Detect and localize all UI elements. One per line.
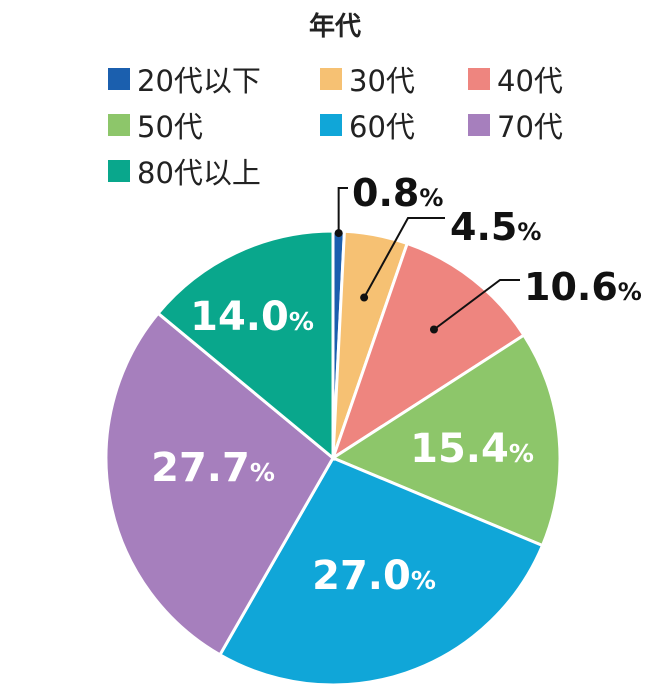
data-label: 27.7%: [151, 445, 275, 491]
data-label: 10.6%: [524, 265, 642, 309]
legend-item: 50代: [108, 104, 203, 146]
data-label: 14.0%: [190, 294, 314, 340]
data-label: 4.5%: [450, 205, 541, 249]
legend-label: 40代: [497, 64, 563, 98]
chart-title: 年代: [308, 12, 361, 42]
legend-item: 20代以下: [108, 58, 261, 100]
legend-item: 30代: [320, 58, 415, 100]
data-label: 27.0%: [312, 553, 436, 599]
legend-swatch: [108, 160, 130, 182]
leader-line: [433, 279, 520, 331]
legend-label: 80代以上: [137, 156, 261, 190]
legend-label: 20代以下: [137, 64, 261, 98]
legend-item: 70代: [468, 104, 563, 146]
legend-swatch: [468, 114, 490, 136]
leader-line: [363, 217, 445, 299]
legend-label: 30代: [349, 64, 415, 98]
leader-dot: [429, 325, 438, 334]
legend-item: 60代: [320, 104, 415, 146]
legend-swatch: [108, 68, 130, 90]
pie-slice: [104, 311, 335, 657]
data-label: 15.4%: [410, 426, 534, 472]
pie-slice: [329, 333, 562, 548]
leader-line: [337, 187, 348, 234]
legend-label: 70代: [497, 110, 563, 144]
legend-item: 40代: [468, 58, 563, 100]
data-label: 0.8%: [352, 171, 443, 215]
legend-item: 80代以上: [108, 150, 261, 192]
legend-label: 50代: [137, 110, 203, 144]
leader-dot: [360, 293, 369, 302]
legend-swatch: [468, 68, 490, 90]
legend-swatch: [320, 68, 342, 90]
legend-swatch: [108, 114, 130, 136]
leader-dot: [334, 229, 343, 238]
legend-swatch: [320, 114, 342, 136]
legend-label: 60代: [349, 110, 415, 144]
pie-slice: [155, 229, 335, 462]
